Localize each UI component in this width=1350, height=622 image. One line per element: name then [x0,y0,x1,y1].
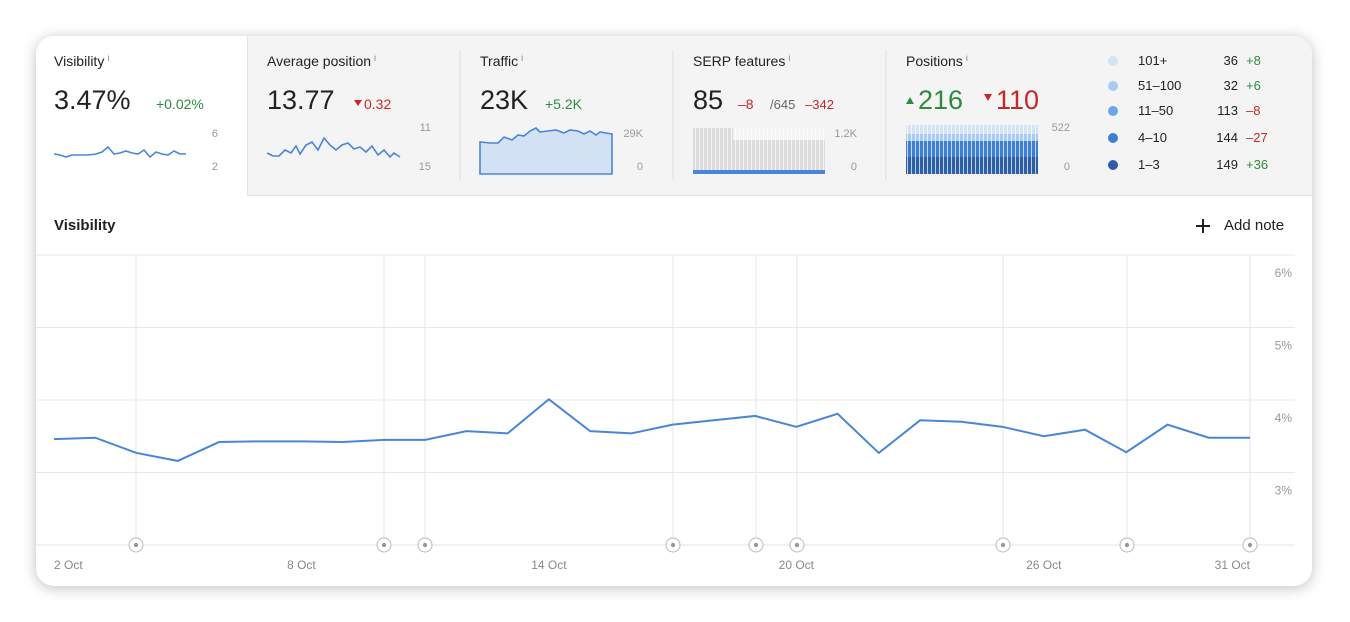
x-tick-label: 31 Oct [1215,558,1251,572]
axis-max: 1.2K [834,128,857,140]
positions-down: 110 [996,85,1040,115]
note-marker-dot [381,542,387,548]
legend-change: +8 [1246,53,1261,68]
line [53,397,1250,462]
note-marker-dot [1247,542,1253,548]
metric-value: 23K [480,85,529,115]
x-tick-label: 2 Oct [54,558,83,572]
legend-range: 4–10 [1138,130,1167,145]
y-tick-label: 3% [1275,484,1293,498]
note-marker-dot [1000,542,1006,548]
axis-min: 0 [1063,161,1070,173]
positions-up: 216 [918,85,964,115]
legend-range: 1–3 [1138,157,1160,172]
info[interactable]: i [374,53,377,63]
legend-change: –27 [1246,130,1268,145]
position-bars [906,125,1038,174]
note-marker-dot [753,542,759,548]
note-marker-dot [794,542,800,548]
metric-total: /645 [770,97,796,112]
axis-min: 0 [850,161,857,173]
axis-min: 2 [211,161,218,173]
legend-dot [1108,106,1118,116]
label: Visibility [54,53,105,69]
metric-change: –8 [738,96,754,112]
legend-count: 144 [1216,130,1238,145]
label: Average position [267,53,372,69]
metric-label: Visibility i [54,53,109,69]
info[interactable]: i [965,53,968,63]
note-marker-dot [422,542,428,548]
y-tick-label: 6% [1275,266,1293,280]
legend-range: 101+ [1138,53,1168,68]
legend-dot [1108,81,1118,91]
legend-range: 51–100 [1138,78,1182,93]
label: Traffic [480,53,519,69]
y-tick-label: 4% [1275,411,1293,425]
info[interactable]: i [107,53,110,63]
axis-max: 6 [211,128,218,140]
x-tick-label: 20 Oct [779,558,815,572]
axis-max: 11 [419,122,431,134]
sparkline [266,136,401,159]
down-arrow [984,94,992,101]
metric-label: Average position i [267,53,376,69]
x-tick-label: 8 Oct [287,558,316,572]
selected-tab[interactable] [36,36,248,196]
metric-total-change: –342 [805,97,834,112]
legend-change: –8 [1246,103,1261,118]
legend-count: 149 [1216,157,1238,172]
add-note[interactable]: Add note [1224,217,1285,234]
legend-range: 11–50 [1138,103,1174,118]
legend-change: +6 [1246,78,1261,93]
axis-max: 29K [623,128,643,140]
metric-change: +0.02% [156,96,204,112]
chart: 3% 4% 5% 6% 2 Oct 8 Oct 14 Oct 20 Oct 26 Oct 31 O… [36,254,1295,572]
note-marker-dot [1124,542,1130,548]
metric-value: 13.77 [267,85,335,115]
card [36,36,1312,586]
serp-bars [693,128,825,172]
info[interactable]: i [788,53,791,63]
metric-label: Positions i [906,53,968,69]
legend-dot [1108,56,1118,66]
note-marker-dot [133,542,139,548]
metric-change: +5.2K [545,96,582,112]
dividers [459,50,887,180]
metric-value: 3.47% [54,85,131,115]
legend-change: +36 [1246,157,1269,172]
note-marker-dot [670,542,676,548]
metric-label: Traffic i [480,53,523,69]
x-tick-label: 14 Oct [531,558,567,572]
axis-min: 0 [636,161,643,173]
sparkline-area [479,127,613,175]
metric-value: 85 [693,85,724,115]
metric-change: 0.32 [364,96,392,112]
legend-dot [1108,160,1118,170]
legend-count: 32 [1223,78,1238,93]
down-arrow [354,100,362,106]
metric-label: SERP features i [693,53,790,69]
axis-max: 522 [1051,122,1070,134]
chart-title: Visibility [54,217,116,234]
legend-count: 36 [1223,53,1238,68]
legend-count: 113 [1217,103,1238,118]
sparkline [53,145,186,159]
legend-dot [1108,133,1118,143]
label: SERP features [693,53,786,69]
axis-min: 15 [418,161,431,173]
x-tick-label: 26 Oct [1026,558,1062,572]
y-tick-label: 5% [1275,339,1293,353]
label: Positions [906,53,963,69]
add-note-icon[interactable] [1196,219,1210,233]
serp-bars [693,170,825,174]
info[interactable]: i [521,53,524,63]
up-arrow [906,97,914,104]
